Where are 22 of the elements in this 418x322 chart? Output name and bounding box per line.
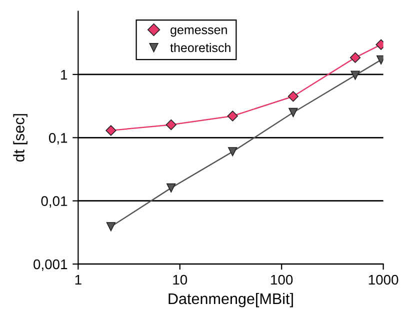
point bbox=[106, 125, 116, 136]
x-tick-label: 1000 bbox=[368, 274, 398, 285]
x-tick-label: 10 bbox=[173, 274, 188, 285]
y-tick-label: 0,001 bbox=[34, 259, 68, 271]
point bbox=[106, 222, 116, 232]
x-axis-title: Datenmenge[MBit] bbox=[168, 292, 293, 308]
point bbox=[288, 91, 299, 102]
y-tick-label: 0,01 bbox=[41, 196, 68, 208]
point bbox=[166, 119, 176, 130]
point bbox=[227, 110, 238, 122]
point bbox=[228, 147, 238, 156]
point bbox=[350, 70, 360, 80]
point bbox=[166, 183, 176, 193]
point bbox=[350, 52, 361, 63]
y-tick-label: 1 bbox=[61, 70, 68, 80]
legend-label: gemessen bbox=[170, 27, 227, 37]
point bbox=[288, 108, 298, 118]
y-axis-title: dt [sec] bbox=[13, 114, 28, 162]
legend-label: theoretisch bbox=[170, 42, 230, 52]
x-tick-label: 1 bbox=[75, 274, 82, 285]
x-tick-label: 100 bbox=[271, 274, 293, 285]
y-tick-label: 0,1 bbox=[48, 132, 68, 144]
